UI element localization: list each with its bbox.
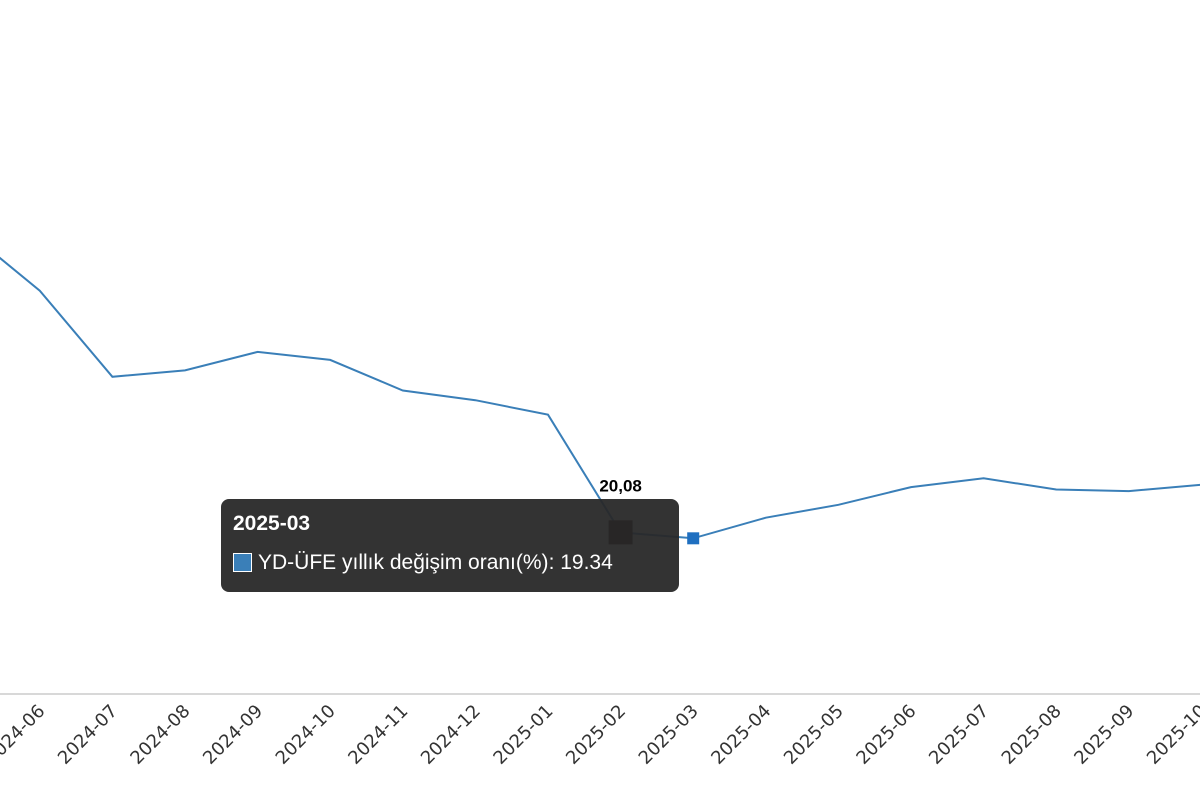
x-tick-label: 2025-09 bbox=[1070, 701, 1138, 769]
tooltip-title: 2025-03 bbox=[233, 512, 311, 535]
x-tick-label: 2025-01 bbox=[489, 701, 557, 769]
x-tick-label: 2025-07 bbox=[925, 701, 993, 769]
data-label: 20,08 bbox=[599, 476, 642, 495]
x-tick-label: 2024-09 bbox=[199, 701, 267, 769]
series-line bbox=[0, 256, 1200, 540]
data-labels: 20,08 bbox=[599, 476, 642, 495]
x-tick-labels: 2024-052024-062024-072024-082024-092024-… bbox=[0, 701, 1200, 769]
x-tick-label: 2025-10 bbox=[1143, 701, 1200, 769]
x-tick-label: 2024-07 bbox=[54, 701, 122, 769]
tooltip-value: 19.34 bbox=[560, 551, 613, 574]
x-tick-label: 2025-04 bbox=[707, 701, 775, 769]
tooltip-legend-swatch bbox=[233, 553, 252, 572]
x-tick-label: 2024-08 bbox=[126, 701, 194, 769]
x-tick-label: 2024-06 bbox=[0, 701, 49, 769]
hover-point-marker[interactable] bbox=[687, 532, 700, 545]
x-tick-label: 2025-03 bbox=[635, 701, 703, 769]
tooltip-row: YD-ÜFE yıllık değişim oranı(%): 19.34 bbox=[233, 550, 667, 576]
x-tick-label: 2024-11 bbox=[344, 701, 412, 769]
series-ydufe bbox=[0, 256, 1200, 540]
x-tick-label: 2024-12 bbox=[417, 701, 485, 769]
x-tick-label: 2025-02 bbox=[562, 701, 630, 769]
x-tick-label: 2025-05 bbox=[780, 701, 848, 769]
x-tick-label: 2025-06 bbox=[852, 701, 920, 769]
x-tick-label: 2024-10 bbox=[272, 701, 340, 769]
x-tick-label: 2025-08 bbox=[998, 701, 1066, 769]
chart-tooltip: 2025-03 YD-ÜFE yıllık değişim oranı(%): … bbox=[221, 499, 679, 592]
tooltip-separator: : bbox=[548, 551, 561, 574]
tooltip-series-name: YD-ÜFE yıllık değişim oranı(%) bbox=[258, 551, 549, 574]
